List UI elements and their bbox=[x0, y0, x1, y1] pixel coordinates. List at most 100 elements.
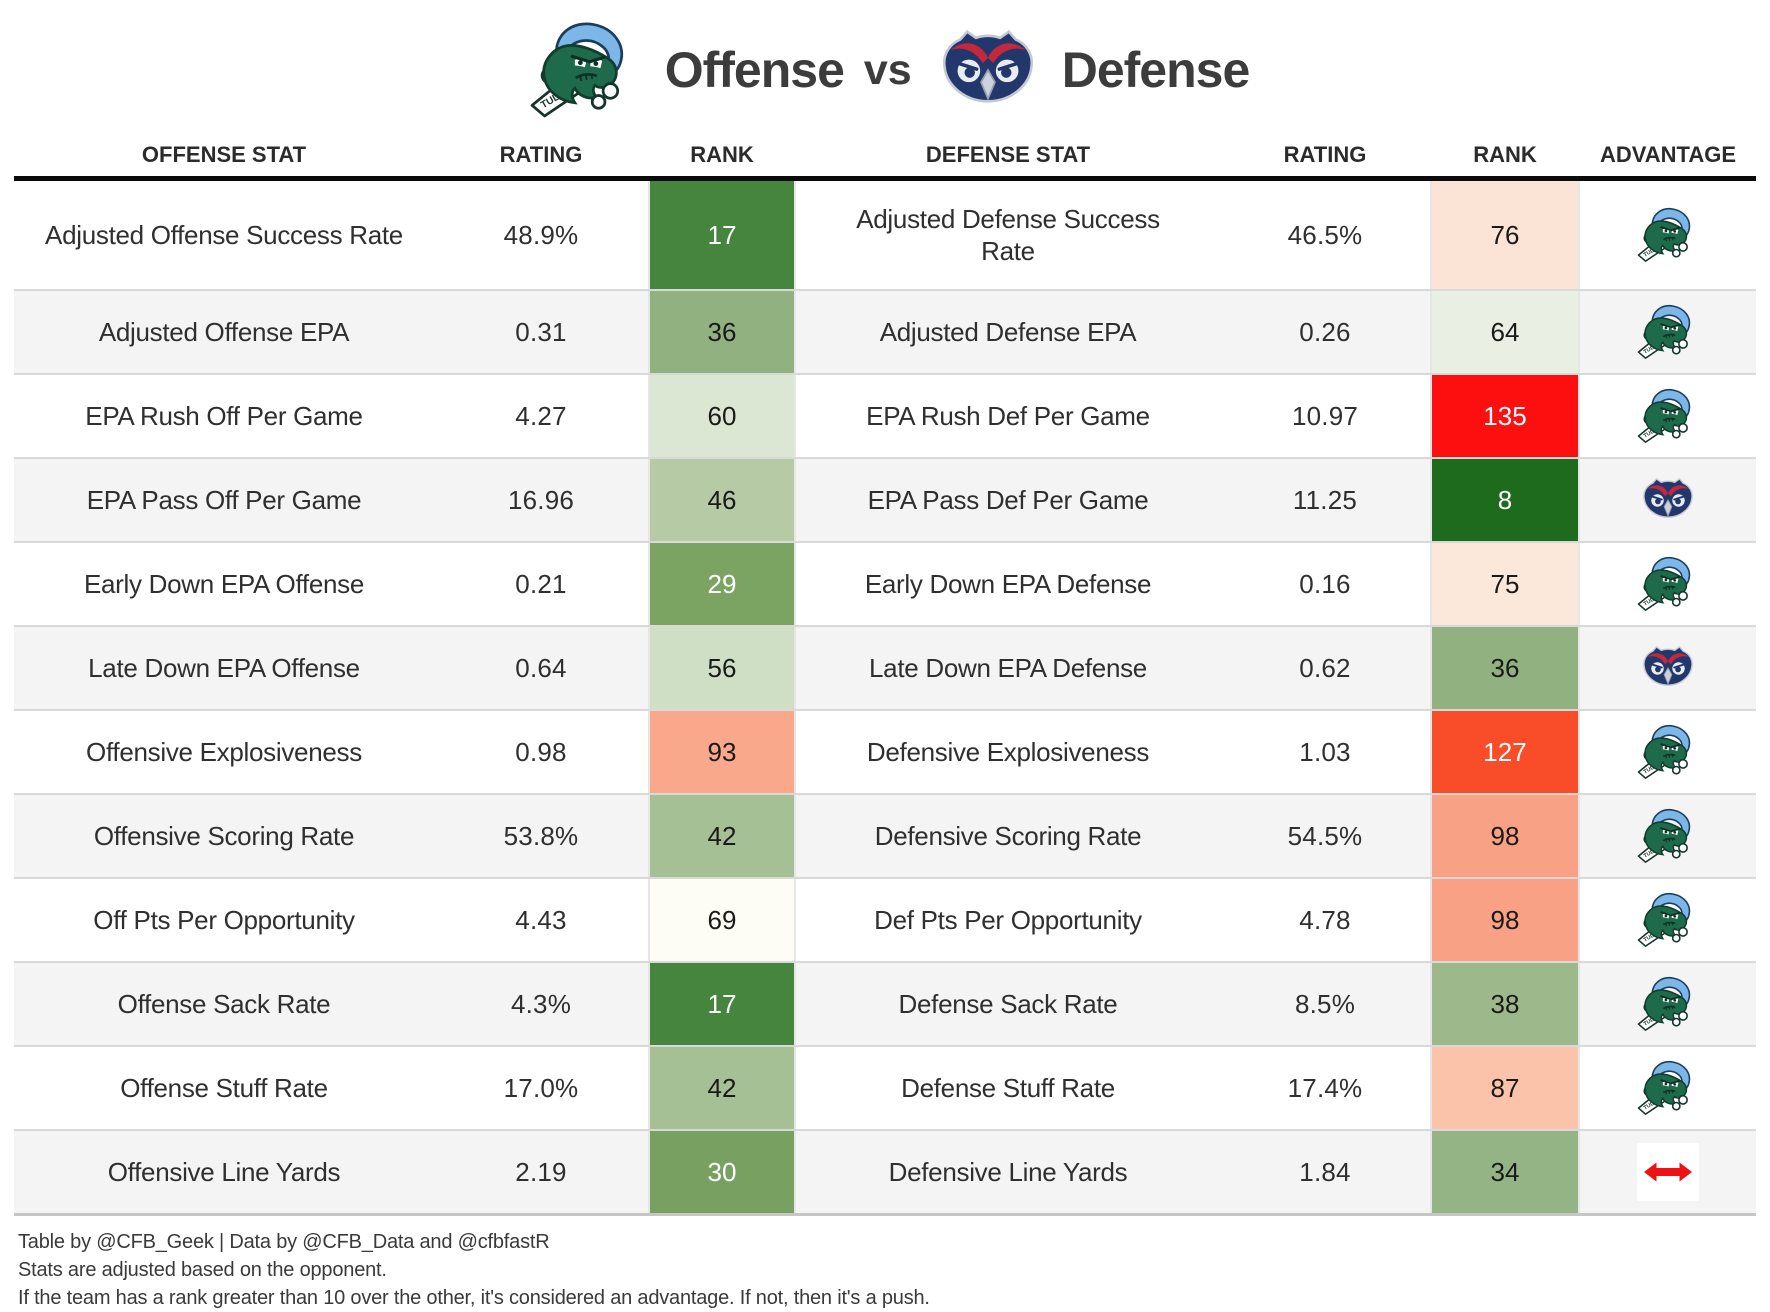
advantage-cell bbox=[1580, 795, 1756, 877]
column-header-rating-1: RATING bbox=[499, 142, 583, 167]
defense-rank-cell: 38 bbox=[1430, 963, 1580, 1045]
vs-label: vs bbox=[863, 45, 912, 94]
offense-rank-cell: 17 bbox=[648, 181, 796, 289]
defense-stat-label: Def Pts Per Opportunity bbox=[874, 904, 1142, 935]
offense-rating-value: 16.96 bbox=[507, 484, 575, 515]
offense-rating-value: 2.19 bbox=[515, 1156, 567, 1187]
advantage-cell bbox=[1580, 1131, 1756, 1213]
column-header-defense-stat-3: DEFENSE STAT bbox=[925, 142, 1091, 167]
tulane-advantage-icon bbox=[1636, 1059, 1700, 1117]
defense-rank-cell: 36 bbox=[1430, 627, 1580, 709]
advantage-cell bbox=[1580, 291, 1756, 373]
table-row: Adjusted Offense Success Rate 48.9% 17 A… bbox=[14, 181, 1756, 291]
stats-table-body: Adjusted Offense Success Rate 48.9% 17 A… bbox=[14, 181, 1756, 1213]
fau-advantage-icon bbox=[1638, 646, 1698, 690]
advantage-cell bbox=[1580, 1047, 1756, 1129]
tulane-advantage-icon bbox=[1636, 303, 1700, 361]
tulane-advantage-icon bbox=[1636, 807, 1700, 865]
tulane-advantage-icon bbox=[1636, 206, 1700, 264]
table-row: Early Down EPA Offense 0.21 29 Early Dow… bbox=[14, 543, 1756, 627]
advantage-cell bbox=[1580, 543, 1756, 625]
offense-rating-value: 0.21 bbox=[515, 568, 567, 599]
table-row: Offensive Line Yards 2.19 30 Defensive L… bbox=[14, 1131, 1756, 1213]
offense-rating-value: 4.43 bbox=[515, 904, 567, 935]
footnote-line-3: If the team has a rank greater than 10 o… bbox=[18, 1287, 930, 1309]
defense-stat-label: EPA Pass Def Per Game bbox=[867, 484, 1149, 515]
defense-rank-cell: 75 bbox=[1430, 543, 1580, 625]
offense-stat-label: Late Down EPA Offense bbox=[88, 652, 360, 683]
offense-stat-label: Off Pts Per Opportunity bbox=[93, 904, 355, 935]
defense-rank-cell: 8 bbox=[1430, 459, 1580, 541]
defense-stat-label: Late Down EPA Defense bbox=[869, 652, 1147, 683]
stats-table: OFFENSE STAT RATING RANK DEFENSE STAT RATING… bbox=[14, 122, 1756, 1216]
offense-stat-label: Offense Stuff Rate bbox=[120, 1072, 328, 1103]
advantage-cell bbox=[1580, 375, 1756, 457]
defense-stat-label: Defense Stuff Rate bbox=[901, 1072, 1115, 1103]
push-red-double-arrow-icon bbox=[1643, 1160, 1693, 1184]
push-indicator bbox=[1637, 1143, 1699, 1201]
offense-rank-cell: 69 bbox=[648, 879, 796, 961]
offense-rating-value: 4.27 bbox=[515, 400, 567, 431]
defense-rating-value: 17.4% bbox=[1287, 1072, 1363, 1103]
defense-rank-cell: 87 bbox=[1430, 1047, 1580, 1129]
table-row: Late Down EPA Offense 0.64 56 Late Down … bbox=[14, 627, 1756, 711]
footnotes: Table by @CFB_Geek | Data by @CFB_Data a… bbox=[0, 1216, 1770, 1312]
offense-stat-label: Offensive Scoring Rate bbox=[93, 820, 355, 851]
defense-rating-value: 54.5% bbox=[1287, 820, 1363, 851]
column-header-rating-4: RATING bbox=[1283, 142, 1367, 167]
offense-stat-label: Adjusted Offense EPA bbox=[98, 316, 350, 347]
offense-rank-cell: 93 bbox=[648, 711, 796, 793]
table-row: Off Pts Per Opportunity 4.43 69 Def Pts … bbox=[14, 879, 1756, 963]
tulane-advantage-icon bbox=[1636, 555, 1700, 613]
tulane-green-wave-logo bbox=[521, 19, 647, 121]
defense-rating-value: 8.5% bbox=[1294, 988, 1356, 1019]
defense-rank-cell: 64 bbox=[1430, 291, 1580, 373]
tulane-advantage-icon bbox=[1636, 891, 1700, 949]
defense-rating-value: 1.03 bbox=[1299, 736, 1351, 767]
defense-rating-value: 10.97 bbox=[1291, 400, 1359, 431]
defense-stat-label: Defensive Explosiveness bbox=[866, 736, 1150, 767]
table-row: EPA Pass Off Per Game 16.96 46 EPA Pass … bbox=[14, 459, 1756, 543]
advantage-cell bbox=[1580, 181, 1756, 289]
column-header-offense-stat-0: OFFENSE STAT bbox=[141, 142, 307, 167]
table-row: Offensive Scoring Rate 53.8% 42 Defensiv… bbox=[14, 795, 1756, 879]
defense-rank-cell: 76 bbox=[1430, 181, 1580, 289]
offense-rating-value: 0.98 bbox=[515, 736, 567, 767]
defense-stat-label: Defensive Line Yards bbox=[888, 1156, 1128, 1187]
offense-rating-value: 48.9% bbox=[503, 219, 579, 250]
defense-rank-cell: 98 bbox=[1430, 879, 1580, 961]
offense-rank-cell: 29 bbox=[648, 543, 796, 625]
table-row: Offense Sack Rate 4.3% 17 Defense Sack R… bbox=[14, 963, 1756, 1047]
defense-rating-value: 11.25 bbox=[1292, 484, 1358, 515]
offense-rating-value: 4.3% bbox=[510, 988, 572, 1019]
fau-advantage-icon bbox=[1638, 478, 1698, 522]
offense-rating-value: 53.8% bbox=[503, 820, 579, 851]
defense-rank-cell: 127 bbox=[1430, 711, 1580, 793]
offense-stat-label: Early Down EPA Offense bbox=[83, 568, 365, 599]
offense-rank-cell: 30 bbox=[648, 1131, 796, 1213]
offense-rank-cell: 42 bbox=[648, 1047, 796, 1129]
table-row: Adjusted Offense EPA 0.31 36 Adjusted De… bbox=[14, 291, 1756, 375]
page-title: Offense vs Defense bbox=[0, 0, 1770, 122]
defense-stat-label: Defensive Scoring Rate bbox=[874, 820, 1142, 851]
table-bottom-divider bbox=[14, 1213, 1756, 1216]
offense-stat-label: EPA Pass Off Per Game bbox=[86, 484, 362, 515]
advantage-cell bbox=[1580, 627, 1756, 709]
header-divider bbox=[14, 176, 1756, 181]
offense-rating-value: 0.31 bbox=[515, 316, 567, 347]
table-row: EPA Rush Off Per Game 4.27 60 EPA Rush D… bbox=[14, 375, 1756, 459]
footnote-line-2: Stats are adjusted based on the opponent… bbox=[18, 1259, 387, 1281]
advantage-cell bbox=[1580, 963, 1756, 1045]
tulane-advantage-icon bbox=[1636, 975, 1700, 1033]
offense-rank-cell: 56 bbox=[648, 627, 796, 709]
offense-rank-cell: 60 bbox=[648, 375, 796, 457]
defense-rank-cell: 135 bbox=[1430, 375, 1580, 457]
offense-rating-value: 17.0% bbox=[503, 1072, 579, 1103]
defense-title-label: Defense bbox=[1061, 42, 1251, 98]
offense-stat-label: EPA Rush Off Per Game bbox=[85, 400, 363, 431]
table-row: Offensive Explosiveness 0.98 93 Defensiv… bbox=[14, 711, 1756, 795]
offense-stat-label: Offense Sack Rate bbox=[117, 988, 331, 1019]
defense-rating-value: 46.5% bbox=[1287, 219, 1363, 250]
table-row: Offense Stuff Rate 17.0% 42 Defense Stuf… bbox=[14, 1047, 1756, 1131]
